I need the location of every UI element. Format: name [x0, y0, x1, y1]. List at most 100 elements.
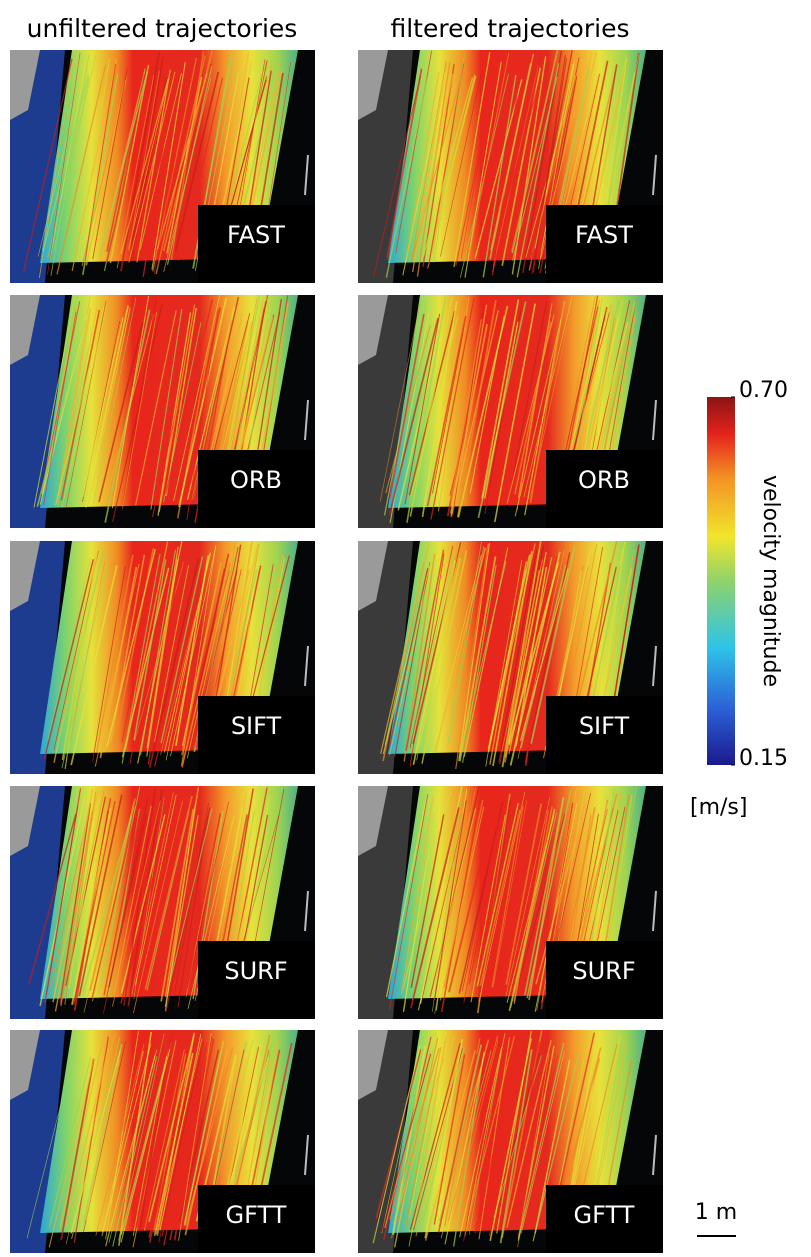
trajectory [409, 297, 453, 517]
trajectory [178, 1033, 212, 1241]
trajectory [147, 555, 181, 765]
trajectory [433, 1054, 466, 1225]
trajectory [506, 1039, 552, 1228]
trajectory [511, 54, 557, 252]
trajectory [498, 564, 535, 763]
trajectory [136, 69, 171, 263]
trajectory [85, 79, 127, 266]
trajectory [474, 79, 523, 259]
trajectory [113, 805, 152, 996]
trajectory [532, 55, 566, 273]
trajectory [488, 561, 527, 753]
trajectory [65, 1033, 116, 1245]
trajectory [517, 1042, 565, 1241]
trajectory [64, 1049, 109, 1228]
trajectory [33, 294, 76, 508]
trajectory [532, 70, 578, 253]
trajectory [120, 806, 172, 1004]
trajectory [404, 313, 441, 505]
rock [358, 786, 388, 856]
trajectory [520, 1051, 565, 1234]
label-box [546, 205, 663, 283]
trajectory [92, 566, 126, 762]
label-box [198, 450, 315, 528]
trajectory [71, 807, 112, 1006]
trajectory [462, 564, 497, 764]
trajectory [450, 319, 483, 502]
trajectory [466, 1035, 516, 1225]
trajectory [88, 307, 131, 503]
trajectory [392, 1045, 427, 1235]
rock [10, 295, 40, 365]
trajectory [387, 568, 429, 751]
trajectory [185, 813, 222, 985]
trajectory [163, 1042, 208, 1246]
trajectory [122, 312, 158, 507]
trajectory [184, 1049, 228, 1236]
trajectory [105, 1031, 139, 1240]
trajectory [102, 797, 149, 1014]
trajectory [420, 1046, 465, 1229]
trajectory [410, 814, 445, 988]
trajectory [99, 566, 138, 759]
trajectory [499, 1049, 533, 1244]
trajectory [517, 303, 553, 498]
trajectory [186, 308, 219, 521]
trajectory [61, 551, 99, 761]
label-box [546, 696, 663, 774]
trajectory [71, 1037, 121, 1240]
label-box [198, 205, 315, 283]
trajectory [453, 52, 491, 268]
trajectory [458, 542, 490, 762]
trajectory [92, 297, 137, 507]
marker [304, 890, 309, 932]
trajectory [464, 61, 502, 278]
trajectory [39, 314, 88, 505]
trajectory [405, 549, 445, 751]
trajectory [77, 58, 111, 259]
trajectory [389, 563, 432, 756]
trajectory [506, 314, 555, 504]
trajectory [468, 1052, 502, 1235]
trajectory [121, 553, 161, 764]
trajectory [451, 310, 499, 516]
trajectory [469, 316, 505, 494]
trajectory [159, 1033, 202, 1231]
panel: FAST [358, 50, 663, 283]
trajectory [405, 1047, 442, 1227]
column-title: unfiltered trajectories [27, 14, 298, 43]
trajectory [410, 807, 460, 1009]
trajectory [372, 1044, 421, 1244]
trajectory [146, 546, 179, 749]
trajectory [432, 789, 463, 1012]
trajectory [385, 77, 429, 278]
trajectory [440, 74, 482, 257]
trajectory [43, 559, 94, 759]
label-box [546, 450, 663, 528]
trajectory [165, 553, 210, 761]
trajectory [160, 570, 208, 755]
trajectory [389, 794, 429, 1010]
trajectory [418, 557, 462, 748]
trajectory [478, 1037, 511, 1240]
trajectory [517, 1055, 558, 1236]
trajectory [494, 303, 536, 522]
trajectory [166, 76, 203, 254]
trajectory [388, 313, 425, 499]
trajectory [120, 51, 161, 272]
trajectory [177, 815, 209, 1008]
trajectory [60, 810, 93, 1006]
trajectory [397, 319, 444, 511]
trajectory [434, 800, 467, 1000]
detector-label: GFTT [226, 1201, 287, 1229]
panel: SIFT [10, 540, 315, 774]
trajectory [134, 794, 177, 986]
trajectory [144, 795, 193, 990]
trajectory [22, 58, 73, 272]
trajectory [530, 545, 576, 744]
trajectory [121, 298, 157, 511]
panel: GFTT [10, 1030, 315, 1253]
trajectory [120, 78, 169, 255]
trajectory [397, 1037, 439, 1224]
trajectory [92, 68, 128, 260]
